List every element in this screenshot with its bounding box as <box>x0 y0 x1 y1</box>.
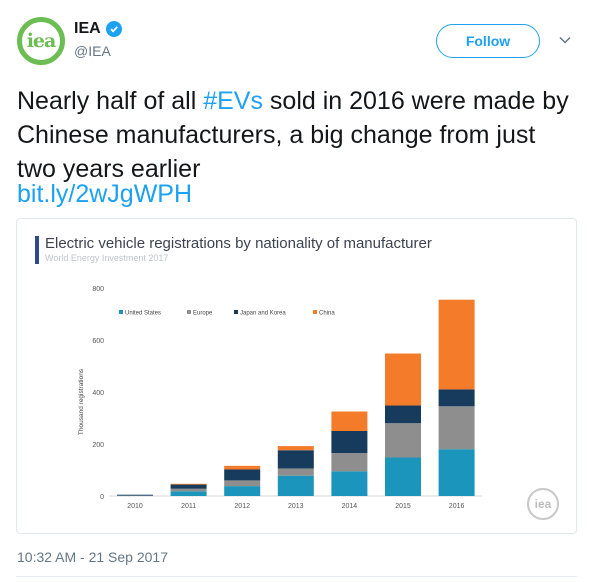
divider <box>16 576 577 577</box>
chevron-down-icon[interactable] <box>558 33 572 47</box>
bar-segment <box>438 449 475 496</box>
legend-swatch <box>187 310 191 314</box>
bar-segment <box>224 465 261 470</box>
bar-segment <box>170 488 207 492</box>
bar-segment <box>277 446 314 451</box>
bar-segment <box>385 423 421 458</box>
bar-segment <box>224 480 261 487</box>
stacked-bar-chart: 0 200 400 600 800 Thousand registrations 2010 2… <box>78 286 559 520</box>
bar-segment <box>331 411 368 431</box>
chart-subtitle: World Energy Investment 2017 <box>45 253 169 263</box>
legend-swatch <box>234 310 238 314</box>
bar-segment <box>170 483 207 485</box>
title-accent-bar <box>35 236 39 264</box>
bar-segment <box>117 494 153 496</box>
y-tick-label: 400 <box>92 390 104 397</box>
bar-segment <box>170 491 207 496</box>
bar-segment <box>438 406 475 450</box>
legend-label: Japan and Korea <box>240 311 286 317</box>
bar-segment <box>170 484 207 489</box>
x-tick-label: 2016 <box>449 503 465 510</box>
x-tick-label: 2015 <box>395 503 411 510</box>
x-tick-label: 2011 <box>181 503 196 510</box>
account-name[interactable]: IEA <box>74 20 122 38</box>
verified-badge-icon <box>105 21 122 37</box>
x-tick-label: 2010 <box>127 503 143 510</box>
tweet-text: Nearly half of all #EVs sold in 2016 wer… <box>17 84 577 186</box>
y-tick-label: 600 <box>92 338 104 345</box>
tweet-timestamp[interactable]: 10:32 AM - 21 Sep 2017 <box>17 549 168 565</box>
tweet-link[interactable]: bit.ly/2wJgWPH <box>17 180 193 208</box>
y-tick-label: 0 <box>100 494 104 501</box>
chart-title: Electric vehicle registrations by nation… <box>45 235 432 252</box>
hashtag-link[interactable]: #EVs <box>203 87 263 115</box>
bar-segment <box>331 471 368 496</box>
media-card[interactable]: Electric vehicle registrations by nation… <box>16 218 577 534</box>
legend-label: China <box>319 311 335 317</box>
y-tick-label: 800 <box>92 286 104 293</box>
avatar-logo-text: iea <box>26 30 57 52</box>
legend-label: Europe <box>193 311 213 317</box>
legend-swatch <box>313 310 317 314</box>
account-name-label: IEA <box>74 20 101 37</box>
legend-swatch <box>119 310 123 314</box>
bar-segment <box>331 453 368 472</box>
account-handle[interactable]: @IEA <box>74 43 111 59</box>
legend-label: United States <box>125 311 161 317</box>
x-tick-label: 2014 <box>342 503 358 510</box>
tweet-text-part2: sold in 2016 were made by Chinese manufa… <box>17 87 569 183</box>
x-tick-label: 2012 <box>234 503 250 510</box>
bar-segment <box>277 450 314 469</box>
bar-segment <box>385 457 421 496</box>
bar-segment <box>385 405 421 424</box>
x-tick-label: 2013 <box>288 503 304 510</box>
follow-button[interactable]: Follow <box>436 24 540 58</box>
watermark-logo-text: iea <box>535 497 552 511</box>
bar-segment <box>331 431 368 454</box>
bar-segment <box>277 468 314 476</box>
tweet-text-part1: Nearly half of all <box>17 87 204 115</box>
watermark-logo-ring <box>527 488 559 520</box>
bar-segment <box>277 475 314 496</box>
account-avatar[interactable]: iea <box>17 17 65 65</box>
bar-segment <box>438 389 475 407</box>
y-tick-label: 200 <box>92 442 104 449</box>
bar-segment <box>438 299 475 390</box>
y-axis-label: Thousand registrations <box>78 368 85 435</box>
bar-segment <box>224 486 261 496</box>
bar-segment <box>224 469 261 481</box>
bar-segment <box>385 353 421 406</box>
